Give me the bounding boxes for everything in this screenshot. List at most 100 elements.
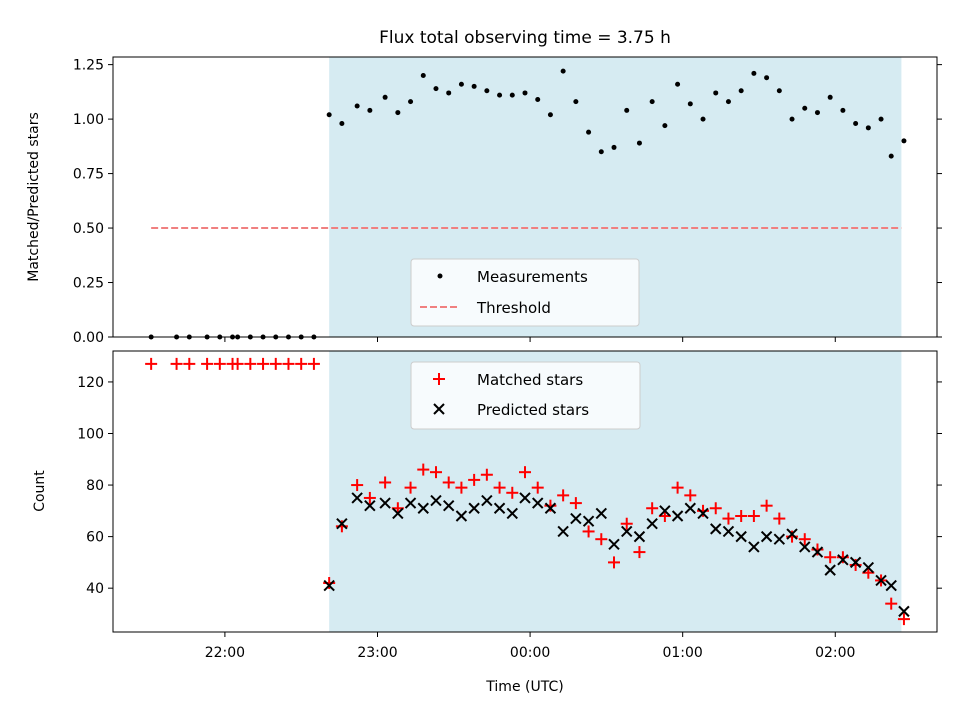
- measurement-point: [535, 96, 541, 102]
- predicted-star-point: [786, 528, 798, 540]
- measurement-point: [700, 116, 706, 122]
- measurement-point: [339, 120, 345, 126]
- matched-star-point: [620, 517, 633, 530]
- measurement-point: [662, 123, 668, 129]
- matched-star-point: [468, 473, 481, 486]
- measurement-point: [827, 94, 833, 100]
- measurement-point: [420, 73, 426, 79]
- matched-star-point: [557, 489, 570, 502]
- measurement-point: [433, 86, 439, 92]
- matched-star-point: [811, 543, 824, 556]
- measurement-point: [382, 94, 388, 100]
- top-panel: 0.00 0.25 0.50 0.75 1.00 1.25 Flux total obse…: [26, 28, 942, 346]
- matched-star-point: [506, 486, 519, 499]
- predicted-star-point: [837, 554, 849, 566]
- matched-star-point: [231, 357, 244, 370]
- predicted-star-point: [532, 497, 544, 509]
- legend-marker-predicted-stars: [433, 403, 445, 415]
- predicted-star-point: [570, 512, 582, 525]
- predicted-star-point: [659, 505, 671, 517]
- matched-star-point: [307, 357, 320, 370]
- top-y-tick-label: 0.25: [73, 276, 104, 292]
- predicted-star-point: [722, 525, 735, 538]
- predicted-star-point: [404, 497, 417, 509]
- predicted-star-point: [684, 502, 697, 514]
- matched-star-point: [671, 481, 684, 494]
- measurement-point: [395, 110, 401, 116]
- measurement-point: [547, 112, 553, 118]
- matched-star-point: [684, 489, 697, 502]
- measurement-point: [560, 68, 566, 74]
- bottom-legend-box: [410, 361, 641, 430]
- measurement-point: [764, 75, 770, 81]
- predicted-star-point: [849, 556, 862, 569]
- top-y-tick-label: 0.00: [73, 330, 104, 346]
- matched-star-point: [595, 533, 608, 546]
- predicted-star-point: [351, 492, 363, 504]
- matched-star-point: [282, 357, 295, 370]
- top-y-axis-label: Matched/Predicted stars: [26, 112, 42, 282]
- matched-star-point: [849, 558, 862, 571]
- bottom-y-tick-label: 40: [86, 581, 104, 597]
- bottom-panel: 40 60 80 100 120 22:00 23:00 00:00 01:00 02:00 Co…: [32, 350, 942, 695]
- matched-star-point: [836, 551, 849, 564]
- bottom-y-tick-label: 120: [77, 375, 104, 391]
- predicted-star-point: [544, 502, 557, 514]
- bottom-axes-frame: [112, 350, 938, 633]
- matched-star-point: [257, 357, 270, 370]
- measurement-point: [458, 81, 464, 87]
- predicted-star-point: [760, 530, 773, 543]
- predicted-star-point: [608, 538, 620, 551]
- predicted-star-point: [875, 574, 887, 587]
- x-axis-label: Time (UTC): [485, 679, 563, 695]
- chart-title: Flux total observing time = 3.75 h: [379, 28, 671, 48]
- measurement-point: [687, 101, 693, 107]
- measurement-point: [901, 138, 907, 144]
- predicted-star-point: [633, 530, 646, 543]
- measurement-point: [598, 149, 604, 155]
- measurement-point: [624, 107, 630, 113]
- measurement-point: [751, 70, 757, 76]
- matched-star-point: [480, 468, 493, 481]
- predicted-star-point: [506, 507, 518, 520]
- measurement-point: [573, 99, 579, 105]
- predicted-star-point: [442, 499, 455, 512]
- measurement-point: [636, 140, 642, 146]
- measurement-point: [802, 105, 808, 111]
- x-tick-label: 01:00: [662, 645, 702, 661]
- predicted-star-point: [748, 541, 760, 553]
- matched-star-point: [404, 481, 417, 494]
- measurement-point: [888, 153, 894, 159]
- x-tick-label: 22:00: [205, 645, 245, 661]
- predicted-star-point: [323, 579, 335, 592]
- top-legend: Measurements Threshold: [410, 258, 640, 327]
- matched-star-point: [786, 530, 799, 543]
- top-y-tick-label: 0.75: [73, 167, 104, 183]
- measurement-point: [675, 81, 681, 87]
- predicted-star-point: [481, 494, 493, 507]
- predicted-star-point: [710, 523, 722, 535]
- measurement-point: [586, 129, 592, 135]
- matched-star-point: [335, 520, 348, 533]
- predicted-star-point: [646, 518, 658, 530]
- bottom-legend: Matched stars Predicted stars: [410, 361, 641, 430]
- x-tick-label: 23:00: [357, 645, 397, 661]
- measurement-point: [611, 144, 617, 150]
- predicted-star-point: [336, 518, 348, 530]
- matched-star-point: [493, 481, 506, 494]
- matched-star-point: [145, 357, 158, 370]
- measurement-point: [497, 92, 503, 98]
- measurement-point: [471, 83, 477, 89]
- x-tick-label: 02:00: [815, 645, 855, 661]
- bottom-y-tick-label: 80: [86, 478, 104, 494]
- top-legend-box: [410, 258, 640, 327]
- matched-star-point: [455, 481, 468, 494]
- measurement-point: [484, 88, 490, 94]
- matched-star-point: [569, 497, 582, 510]
- matched-star-point: [531, 481, 544, 494]
- predicted-star-point: [468, 502, 480, 514]
- matched-star-point: [295, 357, 308, 370]
- matched-star-point: [897, 613, 910, 626]
- measurement-point: [738, 88, 744, 94]
